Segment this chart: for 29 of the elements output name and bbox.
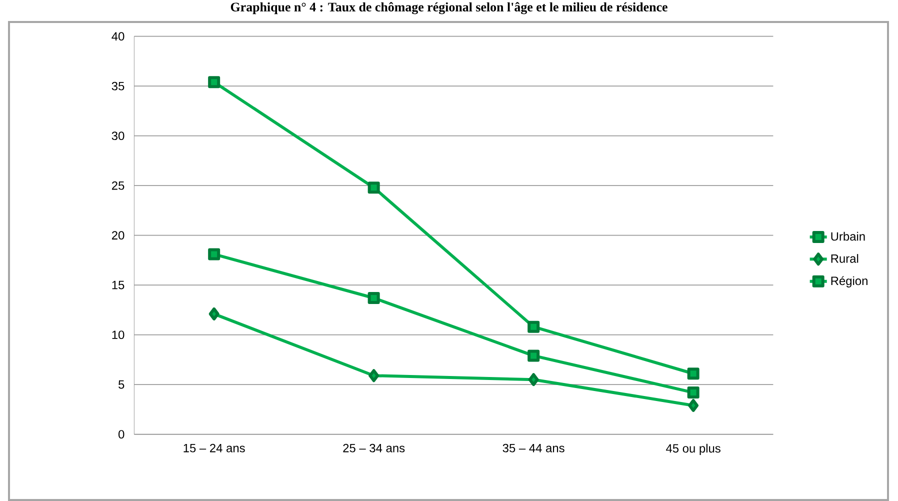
y-tick-label: 25 (112, 181, 124, 190)
point (528, 320, 540, 333)
point (528, 350, 540, 362)
x-tick-label: 45 ou plus (666, 444, 720, 455)
y-tick-label: 30 (112, 132, 124, 140)
point (688, 398, 699, 412)
point (368, 292, 380, 304)
point (368, 369, 380, 382)
y-tick-label: 15 (112, 280, 124, 290)
point (528, 373, 539, 386)
y-tick-label: 5 (118, 380, 124, 389)
y-tick-label: 10 (112, 330, 124, 340)
chart-title: Graphique n° 4 : Taux de chômage régional selon l'âge et le milieu de résidence (230, 2, 668, 14)
y-tick-label: 40 (112, 32, 124, 41)
x-tick-label: 15 – 24 ans (184, 444, 245, 452)
point (208, 307, 220, 320)
point (687, 386, 700, 399)
x-tick-label: 25 – 34 ans (343, 444, 405, 452)
y-tick-label: 20 (112, 231, 124, 240)
x-tick-label: 35 – 44 ans (502, 444, 564, 452)
point (687, 368, 700, 380)
legend-label: Région (831, 276, 868, 288)
point (368, 182, 380, 194)
legend-label: Rural (831, 254, 858, 263)
y-tick-label: 0 (118, 430, 124, 439)
legend-label: Urbain (831, 232, 865, 241)
point (208, 76, 220, 88)
y-tick-label: 35 (112, 82, 124, 90)
point (208, 248, 220, 260)
